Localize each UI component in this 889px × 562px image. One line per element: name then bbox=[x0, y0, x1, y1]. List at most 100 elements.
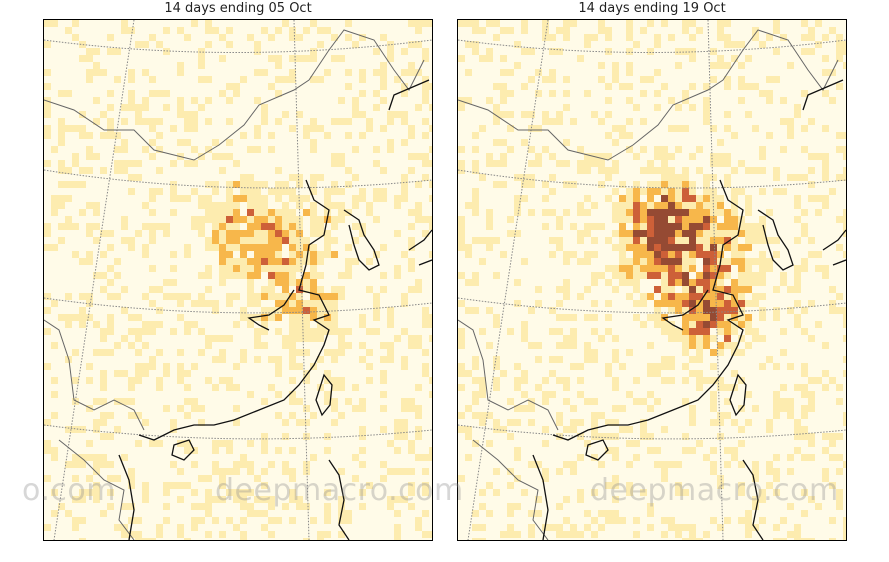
heat-cell bbox=[731, 55, 738, 62]
heat-cell bbox=[682, 377, 689, 384]
heat-cell bbox=[366, 118, 373, 125]
heat-cell bbox=[626, 265, 633, 272]
heat-cell bbox=[282, 307, 289, 314]
heat-cell bbox=[394, 447, 401, 454]
heat-cell bbox=[465, 370, 472, 377]
heat-cell bbox=[661, 356, 668, 363]
heat-cell bbox=[429, 447, 432, 454]
heat-cell bbox=[675, 335, 682, 342]
heat-cell bbox=[247, 461, 254, 468]
heat-cell bbox=[135, 118, 142, 125]
heat-cell bbox=[114, 132, 121, 139]
heat-cell bbox=[86, 377, 93, 384]
heat-cell bbox=[472, 363, 479, 370]
heat-cell bbox=[514, 447, 521, 454]
heat-cell bbox=[731, 202, 738, 209]
heat-cell bbox=[773, 398, 780, 405]
heat-cell bbox=[86, 405, 93, 412]
heat-cell bbox=[640, 426, 647, 433]
heat-cell bbox=[219, 468, 226, 475]
heat-cell bbox=[51, 20, 58, 27]
heat-cell bbox=[296, 223, 303, 230]
heat-cell bbox=[135, 174, 142, 181]
heat-cell bbox=[836, 398, 843, 405]
heat-cell bbox=[219, 482, 226, 489]
heat-cell bbox=[401, 405, 408, 412]
heat-cell bbox=[268, 356, 275, 363]
heat-cell bbox=[731, 41, 738, 48]
heat-cell bbox=[429, 335, 432, 342]
heat-cell bbox=[422, 230, 429, 237]
heat-cell bbox=[401, 300, 408, 307]
heat-cell bbox=[696, 244, 703, 251]
heat-cell bbox=[794, 265, 801, 272]
heat-cell bbox=[79, 496, 86, 503]
heat-cell bbox=[542, 475, 549, 482]
heat-cell bbox=[324, 209, 331, 216]
heat-cell bbox=[149, 153, 156, 160]
heat-cell bbox=[738, 293, 745, 300]
heat-cell bbox=[528, 531, 535, 538]
heat-cell bbox=[535, 69, 542, 76]
heat-cell bbox=[254, 97, 261, 104]
heat-cell bbox=[275, 328, 282, 335]
heat-cell bbox=[689, 321, 696, 328]
heat-cell bbox=[486, 237, 493, 244]
heat-cell bbox=[577, 454, 584, 461]
heat-cell bbox=[752, 125, 759, 132]
heat-cell bbox=[493, 468, 500, 475]
heat-cell bbox=[205, 510, 212, 517]
heat-cell bbox=[668, 34, 675, 41]
heat-cell bbox=[563, 335, 570, 342]
heat-cell bbox=[401, 111, 408, 118]
heat-cell bbox=[675, 62, 682, 69]
heat-cell bbox=[787, 118, 794, 125]
heat-cell bbox=[240, 503, 247, 510]
heat-cell bbox=[703, 342, 710, 349]
heat-cell bbox=[773, 188, 780, 195]
panel-title-right: 14 days ending 19 Oct bbox=[578, 1, 726, 16]
heat-cell bbox=[472, 41, 479, 48]
heat-cell bbox=[647, 258, 654, 265]
heat-cell bbox=[542, 27, 549, 34]
heat-cell bbox=[247, 391, 254, 398]
heat-cell bbox=[72, 461, 79, 468]
heat-cell bbox=[717, 433, 724, 440]
heat-cell bbox=[282, 188, 289, 195]
heat-cell bbox=[472, 209, 479, 216]
heat-cell bbox=[338, 97, 345, 104]
heat-cell bbox=[345, 258, 352, 265]
heat-cell bbox=[458, 363, 465, 370]
heat-cell bbox=[240, 174, 247, 181]
heat-cell bbox=[591, 279, 598, 286]
heat-cell bbox=[696, 209, 703, 216]
heat-cell bbox=[843, 314, 846, 321]
heat-cell bbox=[226, 41, 233, 48]
heat-cell bbox=[598, 272, 605, 279]
heat-cell bbox=[514, 279, 521, 286]
heat-cell bbox=[563, 258, 570, 265]
heat-cell bbox=[184, 244, 191, 251]
heat-cell bbox=[535, 153, 542, 160]
heat-cell bbox=[640, 321, 647, 328]
heat-cell bbox=[240, 272, 247, 279]
heat-cell bbox=[191, 321, 198, 328]
heat-cell bbox=[422, 118, 429, 125]
heat-cell bbox=[787, 286, 794, 293]
heat-cell bbox=[801, 20, 808, 27]
heat-cell bbox=[121, 20, 128, 27]
heat-cell bbox=[142, 538, 149, 540]
heat-cell bbox=[717, 272, 724, 279]
heat-cell bbox=[79, 209, 86, 216]
heat-cell bbox=[717, 412, 724, 419]
heat-cell bbox=[359, 405, 366, 412]
heat-cell bbox=[654, 258, 661, 265]
heat-cell bbox=[626, 349, 633, 356]
heat-cell bbox=[44, 83, 51, 90]
heat-cell bbox=[86, 363, 93, 370]
heat-cell bbox=[380, 377, 387, 384]
heat-cell bbox=[682, 251, 689, 258]
heat-cell bbox=[633, 377, 640, 384]
heat-cell bbox=[661, 216, 668, 223]
heat-cell bbox=[493, 181, 500, 188]
